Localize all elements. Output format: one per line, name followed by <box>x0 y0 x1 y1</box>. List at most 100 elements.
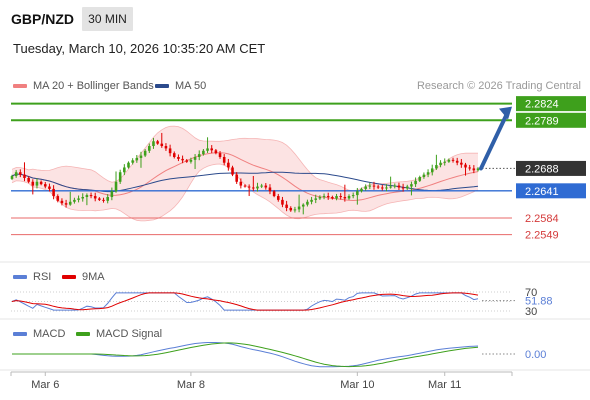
candle-body <box>422 174 426 177</box>
candle-body <box>360 188 363 192</box>
candle-body <box>306 201 309 205</box>
candle-body <box>418 177 422 181</box>
candle-body <box>98 198 101 200</box>
candle-body <box>214 150 218 154</box>
macd-signal-line <box>12 342 479 368</box>
candle-body <box>293 209 297 211</box>
candle-body <box>247 186 251 188</box>
candle-body <box>131 160 134 163</box>
candle-body <box>102 199 105 201</box>
resistance-level-label: 2.2824 <box>525 99 559 111</box>
ma50-line <box>11 171 479 193</box>
rsi-tick-70: 70 <box>525 287 537 299</box>
candle-body <box>468 167 471 169</box>
candle-body <box>318 197 322 199</box>
candle-body <box>372 185 376 187</box>
candle-body <box>222 156 226 163</box>
candle-body <box>252 187 255 189</box>
candle-body <box>276 196 280 200</box>
candle-body <box>106 197 109 201</box>
candle-body <box>301 204 305 207</box>
candle-body <box>185 160 189 162</box>
candle-body <box>168 148 172 154</box>
candle-body <box>181 158 184 161</box>
resistance-level-tag <box>516 96 586 112</box>
pivot-level-tag <box>516 183 586 199</box>
candle-body <box>256 186 259 189</box>
candle-body <box>343 197 347 199</box>
candle-body <box>114 181 118 192</box>
candle-body <box>77 198 80 200</box>
candle-body <box>81 197 85 199</box>
support-level-label: 2.2549 <box>525 230 559 242</box>
candle-body <box>281 199 284 205</box>
candle-body <box>314 198 318 200</box>
candle-body <box>268 187 272 192</box>
candle-body <box>52 188 55 197</box>
legend-ma20-swatch <box>13 84 27 89</box>
candle-body <box>426 172 430 175</box>
x-tick-label: Mar 8 <box>177 379 205 391</box>
candle-body <box>410 184 413 187</box>
legend-rsi-swatch <box>13 275 27 280</box>
candle-body <box>210 148 214 151</box>
candle-body <box>397 185 401 188</box>
candle-body <box>39 181 43 185</box>
resistance-level-label: 2.2789 <box>525 115 559 127</box>
x-tick-label: Mar 10 <box>340 379 374 391</box>
candle-body <box>347 196 351 199</box>
candle-body <box>285 204 288 208</box>
legend-macd-signal: MACD Signal <box>76 328 162 340</box>
candle-body <box>364 186 367 189</box>
timeframe-badge[interactable]: 30 MIN <box>82 7 133 31</box>
candle-body <box>393 185 397 187</box>
x-tick-label: Mar 6 <box>31 379 59 391</box>
candle-body <box>239 181 243 186</box>
rsi-tick-30: 30 <box>525 306 537 318</box>
candle-body <box>193 156 197 160</box>
candle-body <box>118 172 122 182</box>
x-tick-label: Mar 11 <box>428 379 461 391</box>
candle-body <box>73 199 76 202</box>
projection-arrowhead <box>499 106 512 120</box>
candle-body <box>31 181 35 186</box>
candle-body <box>152 141 155 147</box>
candle-body <box>447 159 451 162</box>
candle-body <box>35 181 39 186</box>
candle-body <box>27 177 30 182</box>
candle-body <box>272 191 276 197</box>
legend-rsi-9ma: 9MA <box>62 271 105 283</box>
support-level-label: 2.2584 <box>525 213 559 225</box>
candle-body <box>177 156 180 159</box>
candle-body <box>93 196 97 199</box>
candle-body <box>227 162 230 168</box>
legend-9ma-swatch <box>62 275 76 280</box>
candle-body <box>148 146 151 151</box>
candle-body <box>235 174 238 182</box>
legend-ma20-label: MA 20 + Bollinger Bands <box>33 80 154 92</box>
candle-body <box>197 154 201 157</box>
candle-body <box>260 185 263 187</box>
legend-rsi: RSI <box>13 271 51 283</box>
candle-body <box>289 207 293 211</box>
candle-body <box>206 148 209 151</box>
rsi-last-value: 51.88 <box>525 296 553 308</box>
credit-text: Research © 2026 Trading Central <box>416 80 581 92</box>
candle-body <box>297 206 301 210</box>
candle-body <box>381 187 384 189</box>
legend-rsi-label: RSI <box>33 271 52 283</box>
candle-body <box>127 162 130 168</box>
legend-macd-signal-label: MACD Signal <box>96 328 163 340</box>
bollinger-upper <box>11 125 478 192</box>
legend-macd-signal-swatch <box>76 332 90 337</box>
candle-body <box>164 146 168 149</box>
legend-macd-swatch <box>13 332 27 337</box>
candle-body <box>60 200 64 204</box>
candle-body <box>351 195 355 197</box>
legend-9ma-label: 9MA <box>82 271 105 283</box>
candle-body <box>356 191 359 196</box>
candle-body <box>401 187 405 189</box>
candle-body <box>68 201 72 205</box>
pivot-level-label: 2.2641 <box>525 186 559 198</box>
